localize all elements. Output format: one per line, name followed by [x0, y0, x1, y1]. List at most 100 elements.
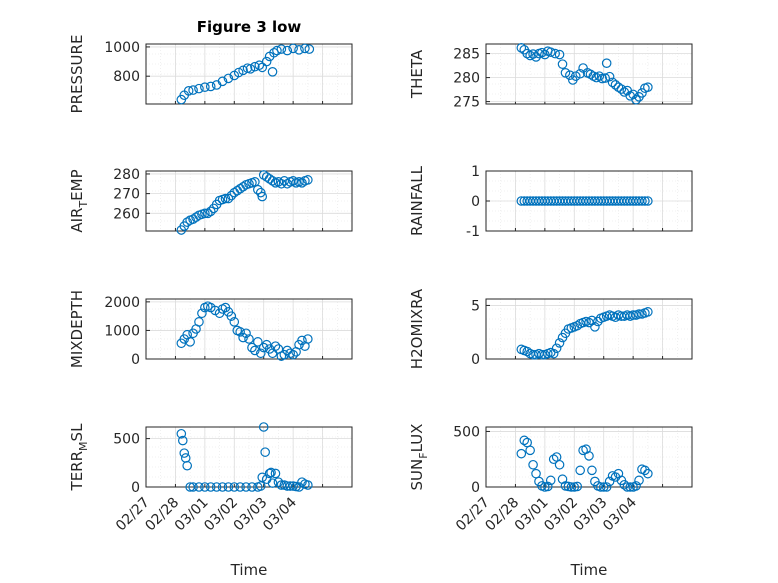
subplot-2: 260 270 280 AIRTEMP	[68, 167, 353, 235]
data-point	[229, 317, 240, 327]
data-point	[260, 447, 270, 457]
data-point	[229, 482, 240, 492]
data-point	[254, 60, 265, 71]
data-point	[640, 465, 650, 476]
data-point	[294, 482, 304, 492]
data-point	[584, 451, 594, 461]
y-tick-label: 270	[113, 187, 140, 203]
data-point	[643, 82, 653, 92]
data-point	[303, 480, 313, 490]
data-point	[522, 48, 532, 59]
data-point	[258, 422, 269, 432]
data-point	[550, 48, 560, 59]
data-point	[637, 196, 647, 206]
data-point	[258, 342, 269, 353]
axes-frame	[145, 298, 353, 360]
data-point	[587, 465, 597, 476]
y-axis-label: TERRMSL	[68, 423, 90, 492]
data-point	[519, 435, 530, 446]
data-point	[267, 478, 278, 488]
data-point	[540, 49, 550, 60]
axes-frame	[485, 426, 693, 488]
data-point	[548, 454, 559, 465]
series-markers	[516, 196, 653, 206]
y-axis-label: AIRTEMP	[68, 169, 90, 232]
data-point	[183, 86, 194, 96]
data-point	[235, 327, 245, 337]
y-tick-label: 5	[471, 298, 480, 314]
data-point	[542, 481, 553, 492]
y-tick-label: 500	[453, 424, 480, 440]
data-point	[188, 482, 198, 492]
data-point	[598, 482, 609, 492]
data-point	[297, 335, 307, 346]
data-point	[261, 56, 272, 67]
data-point	[572, 481, 583, 492]
y-tick-label: 1000	[104, 40, 140, 56]
series-markers	[176, 422, 313, 492]
data-point	[270, 468, 281, 479]
data-point	[269, 47, 279, 58]
data-point	[266, 467, 276, 478]
axes-frame	[145, 170, 353, 232]
data-point	[267, 67, 278, 77]
data-point	[264, 468, 275, 479]
y-axis-label: RAINFALL	[408, 165, 426, 236]
data-point	[200, 82, 210, 92]
data-point	[255, 348, 266, 359]
data-point	[554, 49, 565, 60]
data-point	[194, 317, 204, 327]
subplot-0: 800 1000 PRESSURE Figure 3 low	[68, 18, 353, 114]
data-point	[643, 196, 653, 206]
y-tick-label: -1	[466, 224, 480, 240]
data-point	[600, 73, 610, 83]
series-markers	[516, 307, 653, 360]
data-point	[572, 320, 583, 331]
data-point	[194, 83, 204, 94]
data-point	[267, 176, 278, 186]
subplot-5: 0 5 H2OMIXRA	[408, 288, 693, 369]
chart-title: Figure 3 low	[197, 18, 302, 36]
y-tick-label: 0	[471, 480, 480, 496]
data-point	[179, 448, 190, 458]
data-point	[276, 178, 287, 189]
y-tick-label: 1	[471, 164, 480, 180]
data-point	[250, 345, 260, 356]
x-axis-label: Time	[570, 561, 608, 579]
y-axis-label: PRESSURE	[68, 35, 86, 114]
data-point	[303, 334, 313, 344]
data-point	[241, 482, 251, 492]
data-point	[233, 67, 244, 78]
data-point	[211, 482, 222, 492]
data-point	[610, 472, 621, 482]
data-point	[273, 177, 284, 187]
data-point	[188, 85, 198, 95]
data-point	[200, 208, 210, 219]
data-point	[288, 176, 298, 186]
data-point	[297, 477, 307, 487]
axes-frame	[485, 43, 693, 105]
data-point	[637, 88, 647, 98]
data-point	[607, 77, 618, 88]
y-tick-label: 260	[113, 206, 140, 222]
data-point	[516, 448, 527, 459]
subplot-3: -1 0 1 RAINFALL	[408, 164, 693, 240]
data-point	[205, 482, 216, 492]
data-point	[575, 465, 585, 476]
y-tick-label: 2000	[104, 295, 140, 311]
data-point	[273, 477, 284, 487]
data-point	[528, 49, 538, 59]
data-point	[565, 70, 575, 80]
data-point	[594, 71, 605, 81]
data-point	[551, 343, 562, 354]
subplot-7: 0500SUNFLUX02/2702/2803/0103/0203/0303/0…	[408, 424, 693, 579]
y-tick-label: 285	[453, 47, 480, 63]
data-point	[522, 346, 532, 357]
series-markers	[176, 170, 313, 235]
data-point	[613, 82, 624, 92]
data-point	[177, 435, 188, 446]
axes-frame	[145, 43, 353, 105]
data-point	[554, 338, 565, 348]
data-point	[516, 43, 527, 53]
